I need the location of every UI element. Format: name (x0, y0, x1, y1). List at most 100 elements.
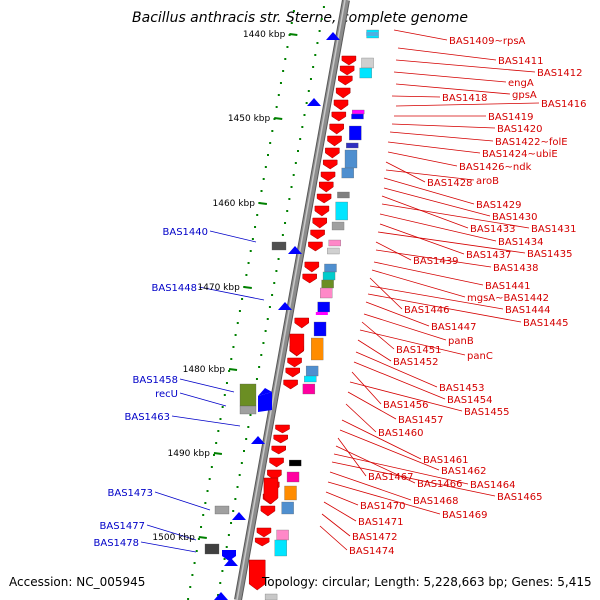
red-gene-arrow (318, 181, 334, 193)
gene-label-bas1433: BAS1433 (470, 224, 516, 235)
kbp-tick (213, 452, 223, 455)
red-gene-arrow (312, 217, 328, 229)
gene-label-bas1440: BAS1440 (163, 227, 209, 238)
gene-box (346, 142, 359, 149)
inner-tick-dot (273, 282, 276, 284)
inner-tick-dot (277, 258, 280, 260)
outer-tick-dot (232, 346, 235, 348)
outer-tick-dot (290, 22, 293, 24)
gene-label-bas1435: BAS1435 (527, 249, 573, 260)
gene-box (284, 485, 297, 501)
gene-label-bas1469: BAS1469 (442, 510, 488, 521)
outer-tick-dot (225, 382, 228, 384)
outer-tick-dot (221, 406, 224, 408)
outer-tick-dot (187, 598, 190, 600)
gene-label-bas1477: BAS1477 (100, 521, 146, 532)
leader-line (391, 95, 441, 98)
kbp-tick (258, 202, 268, 205)
blue-gene-arrow (326, 32, 340, 40)
leader-line (391, 123, 496, 129)
outer-tick-dot (262, 178, 265, 180)
kbp-label: 1440 kbp (243, 30, 286, 40)
gene-box (274, 539, 287, 557)
red-gene-arrow (256, 527, 272, 538)
gene-box (351, 113, 364, 120)
outer-tick-dot (197, 538, 200, 540)
outer-tick-dot (210, 466, 213, 468)
outer-tick-dot (284, 58, 287, 60)
backbone-line (235, 0, 349, 600)
gene-label-bas1431: BAS1431 (531, 224, 577, 235)
inner-tick-dot (294, 162, 297, 164)
leader-line (383, 177, 475, 205)
leader-line (357, 339, 392, 362)
gene-features-layer (204, 29, 379, 600)
outer-tick-dot (189, 586, 192, 588)
kbp-label: 1500 kbp (152, 533, 195, 543)
gene-label-bas1478: BAS1478 (94, 538, 140, 549)
gene-box (276, 529, 289, 541)
leader-line (395, 59, 536, 73)
kbp-tick (243, 286, 252, 289)
leader-line (347, 391, 397, 420)
gene-box (302, 383, 316, 395)
gene-label-bas1428: BAS1428 (427, 178, 473, 189)
inner-tick-dot (281, 234, 284, 236)
gene-box (305, 365, 319, 377)
genome-backbone (234, 0, 350, 600)
gene-box (313, 321, 327, 337)
red-gene-arrow (287, 357, 302, 368)
outer-tick-dot (236, 322, 239, 324)
inner-tick-dot (264, 330, 267, 332)
outer-tick-dot (234, 334, 237, 336)
gene-box (324, 263, 337, 273)
gene-label-bas1467: BAS1467 (368, 472, 414, 483)
outer-tick-dot (238, 310, 241, 312)
blue-gene-arrow (307, 98, 321, 106)
leader-line (381, 195, 469, 229)
gene-label-recu: recU (155, 389, 178, 400)
outer-tick-dot (200, 526, 203, 528)
inner-tick-dot (286, 210, 289, 212)
outer-tick-dot (260, 190, 263, 192)
gene-box (349, 125, 362, 141)
inner-tick-dot (320, 18, 323, 20)
red-gene-arrow (331, 111, 347, 122)
gene-box (341, 167, 354, 179)
leader-line (371, 269, 466, 298)
kbp-label: 1460 kbp (213, 199, 256, 209)
gene-label-bas1426-ndk: BAS1426~ndk (459, 162, 532, 173)
kbp-tick (198, 536, 207, 539)
blue-gene-block (258, 392, 272, 412)
leader-line (351, 371, 382, 405)
gene-box (337, 191, 350, 199)
leader-line (209, 230, 257, 243)
leader-line (329, 471, 412, 501)
inner-tick-dot (243, 450, 245, 452)
gene-label-bas1430: BAS1430 (492, 212, 538, 223)
outer-tick-dot (282, 70, 285, 72)
inner-tick-dot (307, 90, 310, 92)
kbp-label: 1470 kbp (197, 283, 240, 293)
inner-tick-dot (232, 510, 235, 512)
gene-box (304, 375, 317, 383)
inner-tick-dot (249, 414, 252, 416)
gene-box (239, 405, 257, 415)
leader-line (355, 351, 438, 388)
leader-line (198, 286, 265, 301)
leader-line (325, 491, 359, 506)
leader-line (381, 203, 530, 229)
gene-box (344, 149, 358, 169)
leader-line (369, 285, 504, 310)
inner-tick-dot (255, 378, 258, 380)
gene-label-bas1471: BAS1471 (358, 517, 404, 528)
inner-tick-dot (245, 438, 248, 440)
inner-tick-dot (258, 366, 261, 368)
inner-tick-dot (262, 342, 265, 344)
outer-tick-dot (193, 562, 196, 564)
red-gene-arrow (322, 159, 338, 170)
red-gene-arrow (333, 99, 349, 111)
gene-box (204, 543, 220, 555)
leader-line (146, 524, 197, 541)
